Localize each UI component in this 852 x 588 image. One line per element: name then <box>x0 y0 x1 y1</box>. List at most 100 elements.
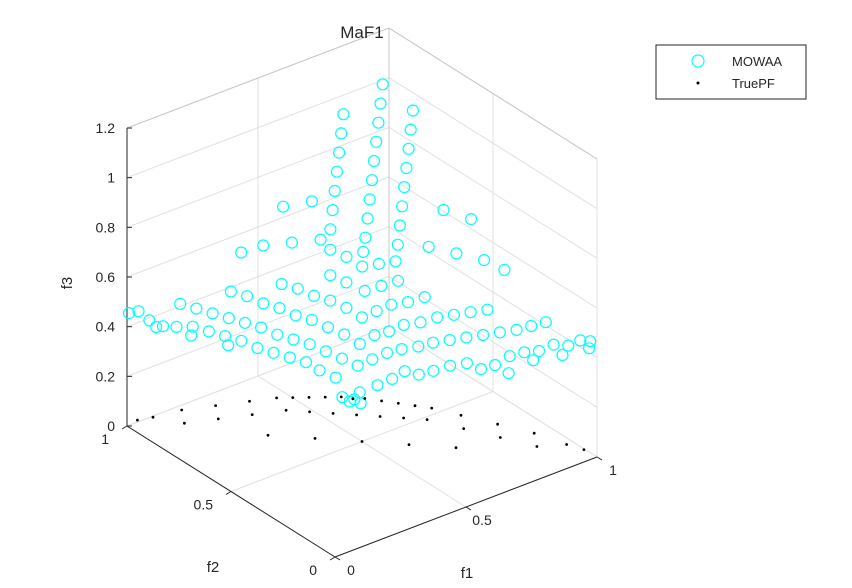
y-tick-label: 1 <box>101 431 109 447</box>
data-point-mowaa <box>361 212 374 225</box>
data-point-truepf <box>462 427 466 430</box>
data-point-mowaa <box>380 346 394 359</box>
data-point-mowaa <box>150 320 163 334</box>
data-point-truepf <box>266 433 270 437</box>
data-point-mowaa <box>156 320 170 333</box>
data-point-mowaa <box>190 302 203 315</box>
data-point-truepf <box>331 412 335 415</box>
legend-label-mowaa: MOWAA <box>732 54 782 69</box>
data-point-truepf <box>214 404 218 407</box>
x-tick-label: 0 <box>347 562 355 578</box>
data-point-truepf <box>413 404 417 408</box>
data-point-truepf <box>407 443 411 446</box>
box-edge <box>388 27 598 160</box>
data-point-mowaa <box>336 391 349 404</box>
data-point-mowaa <box>330 165 343 178</box>
data-point-mowaa <box>351 359 364 372</box>
data-point-mowaa <box>186 320 199 333</box>
x-tick <box>465 506 472 511</box>
data-point-mowaa <box>324 294 337 307</box>
data-point-mowaa <box>527 354 540 367</box>
data-point-mowaa <box>366 353 379 366</box>
data-point-mowaa <box>398 181 411 194</box>
data-point-mowaa <box>404 123 417 136</box>
data-point-mowaa <box>372 116 385 129</box>
data-point-mowaa <box>324 269 337 282</box>
data-point-mowaa <box>465 213 478 226</box>
data-point-truepf <box>425 418 429 421</box>
data-point-mowaa <box>386 372 399 385</box>
data-point-mowaa <box>123 307 136 320</box>
data-point-mowaa <box>303 338 316 351</box>
data-point-mowaa <box>170 320 183 333</box>
data-point-mowaa <box>202 325 215 338</box>
data-point-mowaa <box>222 339 235 352</box>
data-point-mowaa <box>375 279 388 292</box>
data-point-mowaa <box>299 356 313 369</box>
data-point-mowaa <box>324 223 337 236</box>
data-point-mowaa <box>340 276 353 289</box>
x-tick <box>596 456 603 461</box>
chart-title: MaF1 <box>340 23 383 42</box>
data-point-mowaa <box>353 386 366 399</box>
y-tick <box>225 491 232 495</box>
data-point-mowaa <box>219 330 232 343</box>
box-edge <box>126 27 390 129</box>
legend-marker-mowaa <box>691 54 705 68</box>
data-point-mowaa <box>414 316 427 329</box>
data-point-mowaa <box>477 328 490 342</box>
z-axis-label: f3 <box>59 277 76 290</box>
data-point-mowaa <box>574 334 587 347</box>
data-point-mowaa <box>395 343 408 356</box>
data-point-mowaa <box>372 257 385 270</box>
data-point-mowaa <box>354 397 367 410</box>
data-point-mowaa <box>539 316 552 329</box>
data-point-truepf <box>216 417 220 421</box>
data-point-mowaa <box>222 312 235 325</box>
data-point-truepf <box>248 399 251 403</box>
data-point-mowaa <box>333 146 346 159</box>
data-point-mowaa <box>324 243 337 256</box>
data-point-mowaa <box>422 240 435 253</box>
data-point-truepf <box>582 448 586 451</box>
data-point-mowaa <box>335 127 348 140</box>
data-point-mowaa <box>257 239 270 252</box>
data-point-truepf <box>151 415 155 419</box>
data-point-mowaa <box>289 309 302 322</box>
data-point-mowaa <box>353 337 366 351</box>
data-point-truepf <box>308 410 311 414</box>
data-point-mowaa <box>285 236 298 249</box>
data-point-mowaa <box>206 307 219 320</box>
data-point-mowaa <box>374 97 387 110</box>
data-point-mowaa <box>478 254 491 267</box>
data-point-truepf <box>378 415 382 418</box>
data-point-mowaa <box>267 346 280 359</box>
data-point-mowaa <box>363 193 376 206</box>
grid-line <box>126 325 390 427</box>
data-point-mowaa <box>355 311 369 324</box>
data-point-truepf <box>183 421 186 425</box>
data-point-mowaa <box>493 326 506 339</box>
data-point-mowaa <box>426 336 440 349</box>
data-point-truepf <box>380 399 383 403</box>
data-point-mowaa <box>238 316 252 329</box>
z-tick-label: 0.8 <box>96 219 116 235</box>
data-point-truepf <box>323 395 327 399</box>
data-point-mowaa <box>418 291 431 304</box>
data-point-mowaa <box>283 351 296 364</box>
data-point-mowaa <box>547 338 560 351</box>
data-point-mowaa <box>132 305 145 318</box>
data-point-mowaa <box>313 364 326 377</box>
data-point-mowaa <box>328 184 341 197</box>
data-point-mowaa <box>277 200 290 213</box>
data-point-mowaa <box>584 335 597 348</box>
data-point-mowaa <box>275 277 288 291</box>
data-point-truepf <box>498 436 502 439</box>
data-point-mowaa <box>371 379 384 392</box>
data-point-mowaa <box>255 321 268 334</box>
data-point-mowaa <box>444 359 457 372</box>
data-point-truepf <box>136 418 139 422</box>
data-point-mowaa <box>385 298 398 311</box>
